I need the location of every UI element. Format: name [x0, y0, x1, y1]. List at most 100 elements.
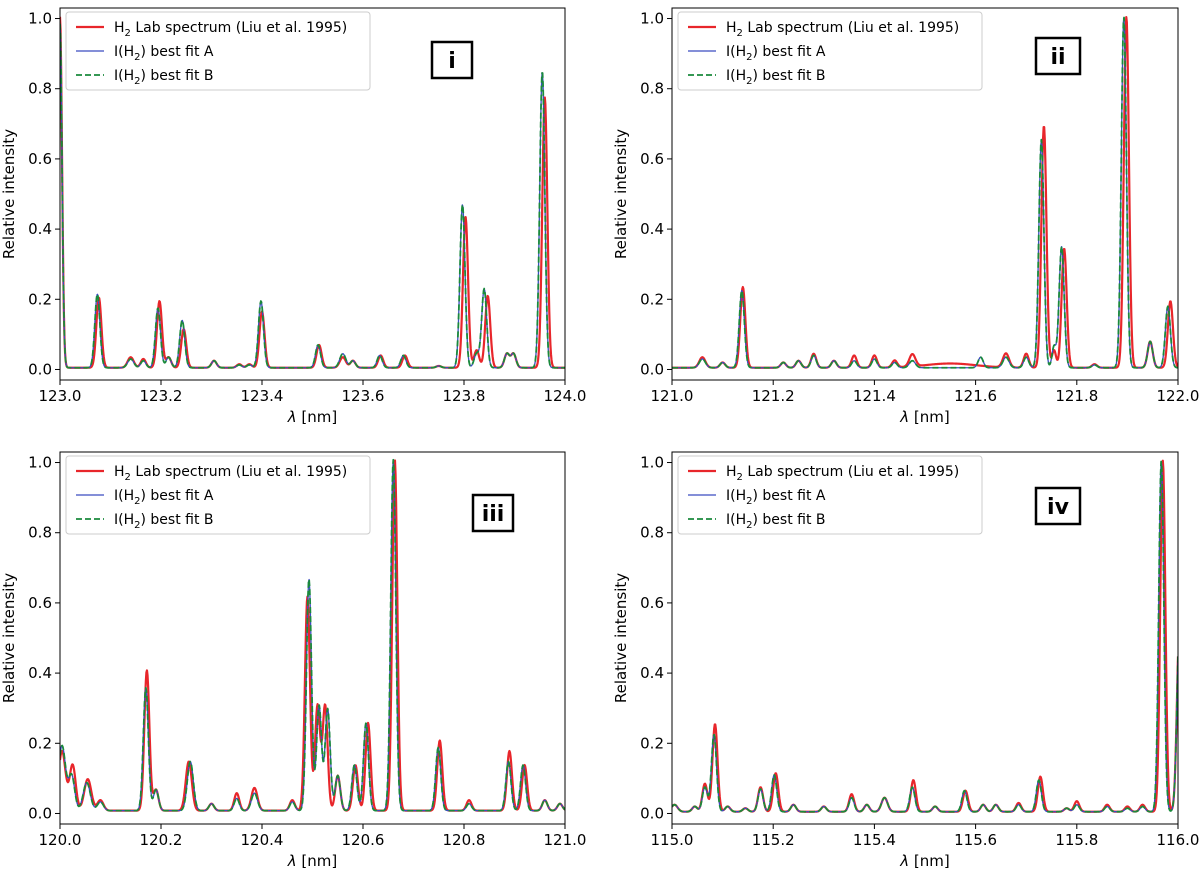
x-tick-label: 123.8 — [443, 387, 486, 405]
legend-box — [677, 455, 983, 535]
legend: H2 Lab spectrum (Liu et al. 1995)I(H2) b… — [677, 11, 983, 91]
x-tick-label: 121.0 — [544, 831, 587, 849]
y-tick-label: 0.4 — [28, 664, 52, 682]
legend: H2 Lab spectrum (Liu et al. 1995)I(H2) b… — [65, 11, 371, 91]
panel-label: iii — [482, 502, 505, 527]
y-tick-label: 0.2 — [28, 290, 52, 308]
x-axis-unit: [nm] — [297, 408, 338, 426]
legend: H2 Lab spectrum (Liu et al. 1995) I(H2) b… — [677, 455, 983, 535]
y-tick-label: 0.8 — [640, 524, 664, 542]
legend-text: H — [114, 464, 125, 480]
plot-area — [60, 16, 565, 369]
legend-text: ) best fit A — [753, 44, 826, 60]
legend: H2 Lab spectrum (Liu et al. 1995)I(H2) b… — [65, 455, 371, 535]
legend-entry-fit-a-line: I(H2) best fit A — [114, 44, 214, 63]
x-tick-label: 121.6 — [954, 387, 997, 405]
x-axis-symbol: λ — [899, 852, 909, 870]
plot-area — [60, 458, 565, 812]
legend-entry-fit-b-line: I(H2) best fit B — [726, 512, 826, 531]
plot-area — [672, 459, 1178, 813]
x-axis-unit: [nm] — [297, 852, 338, 870]
x-axis-label: λ [nm] — [287, 408, 337, 426]
y-tick-label: 0.6 — [28, 150, 52, 168]
x-tick-label: 120.4 — [241, 831, 284, 849]
legend-subscript: 2 — [134, 496, 140, 507]
legend-entry-fit-a-line: I(H2) best fit A — [726, 44, 826, 63]
y-tick-label: 0.4 — [640, 664, 664, 682]
legend-text: I(H — [726, 44, 746, 60]
legend-box — [677, 11, 983, 91]
axes-frame — [59, 7, 566, 381]
fit-b-line — [672, 460, 1178, 813]
legend-entry-fit-a-line: I(H2) best fit A — [726, 488, 826, 507]
panel-label-box — [1034, 486, 1082, 526]
y-tick-label: 0.0 — [28, 360, 52, 378]
x-tick-label: 123.6 — [342, 387, 385, 405]
legend-box — [65, 11, 371, 91]
legend-box — [65, 455, 371, 535]
y-tick-label: 0.2 — [28, 734, 52, 752]
lab-spectrum-line — [60, 16, 565, 369]
y-tick-label: 0.8 — [28, 80, 52, 98]
legend-text: ) best fit A — [753, 488, 826, 504]
x-tick-label: 123.2 — [140, 387, 183, 405]
y-axis-label: Relative intensity — [0, 573, 18, 703]
y-axis-label: Relative intensity — [612, 573, 630, 703]
legend-subscript: 2 — [125, 472, 131, 483]
axes-frame — [671, 7, 1179, 381]
legend-entry-lab-spectrum-line: H2 Lab spectrum (Liu et al. 1995) — [114, 20, 347, 39]
legend-text: ) best fit B — [753, 68, 826, 84]
y-tick-label: 0.8 — [28, 524, 52, 542]
chart-panel-iv: 115.0 115.2 115.4 115.6 115.8 116.0 0.0 0.2 0.4 0… — [612, 451, 1199, 870]
x-tick-label: 115.6 — [954, 831, 997, 849]
x-tick-label: 121.2 — [752, 387, 795, 405]
chart-panel-i: 123.0 123.2 123.4 123.6 123.8 124.0 0.0 0.2 0.4 0… — [0, 7, 586, 426]
y-tick-label: 1.0 — [28, 454, 52, 472]
y-tick-label: 1.0 — [640, 10, 664, 28]
legend-entry-lab-spectrum-line: H2 Lab spectrum (Liu et al. 1995) — [726, 464, 959, 483]
legend-subscript: 2 — [746, 496, 752, 507]
legend-text: I(H — [114, 44, 134, 60]
legend-text: I(H — [114, 512, 134, 528]
chart-panel-iii: 120.0 120.2 120.4 120.6 120.8 121.0 0.0 0.2 0.4 0… — [0, 451, 587, 870]
x-tick-label: 120.8 — [443, 831, 486, 849]
x-axis-unit: [nm] — [909, 408, 950, 426]
x-tick-label: 115.4 — [853, 831, 896, 849]
legend-subscript: 2 — [134, 76, 140, 87]
y-tick-label: 0.6 — [640, 150, 664, 168]
legend-text: I(H — [114, 68, 134, 84]
legend-text: ) best fit B — [753, 512, 826, 528]
y-tick-label: 0.0 — [640, 360, 664, 378]
axes-frame — [671, 451, 1179, 825]
legend-entry-fit-b-line: I(H2) best fit B — [114, 512, 214, 531]
panel-label-box — [1034, 36, 1082, 76]
legend-text: ) best fit B — [141, 68, 214, 84]
x-tick-label: 120.2 — [140, 831, 183, 849]
y-tick-label: 0.2 — [640, 290, 664, 308]
x-tick-label: 121.0 — [651, 387, 694, 405]
x-tick-label: 121.8 — [1055, 387, 1098, 405]
x-axis-label: λ [nm] — [899, 852, 949, 870]
legend-entry-fit-b-line: I(H2) best fit B — [114, 68, 214, 87]
y-tick-label: 0.4 — [28, 220, 52, 238]
x-tick-label: 123.0 — [39, 387, 82, 405]
legend-text: I(H — [726, 488, 746, 504]
y-tick-label: 1.0 — [28, 10, 52, 28]
x-tick-label: 115.2 — [752, 831, 795, 849]
y-tick-label: 0.6 — [28, 594, 52, 612]
y-tick-label: 0.0 — [28, 804, 52, 822]
y-tick-label: 0.0 — [640, 804, 664, 822]
chart-panel-ii: 121.0 121.2 121.4 121.6 121.8 122.0 0.0 0.2 0.4 0… — [612, 7, 1200, 426]
x-axis-symbol: λ — [287, 408, 297, 426]
x-axis-symbol: λ — [899, 408, 909, 426]
legend-text: ) best fit A — [141, 488, 214, 504]
legend-subscript: 2 — [134, 520, 140, 531]
x-tick-label: 115.0 — [651, 831, 694, 849]
panel-label: ii — [1050, 45, 1065, 70]
legend-text: Lab spectrum (Liu et al. 1995) — [743, 20, 959, 36]
legend-subscript: 2 — [134, 52, 140, 63]
legend-text: H — [726, 464, 737, 480]
y-tick-label: 0.8 — [640, 80, 664, 98]
x-tick-label: 122.0 — [1157, 387, 1200, 405]
